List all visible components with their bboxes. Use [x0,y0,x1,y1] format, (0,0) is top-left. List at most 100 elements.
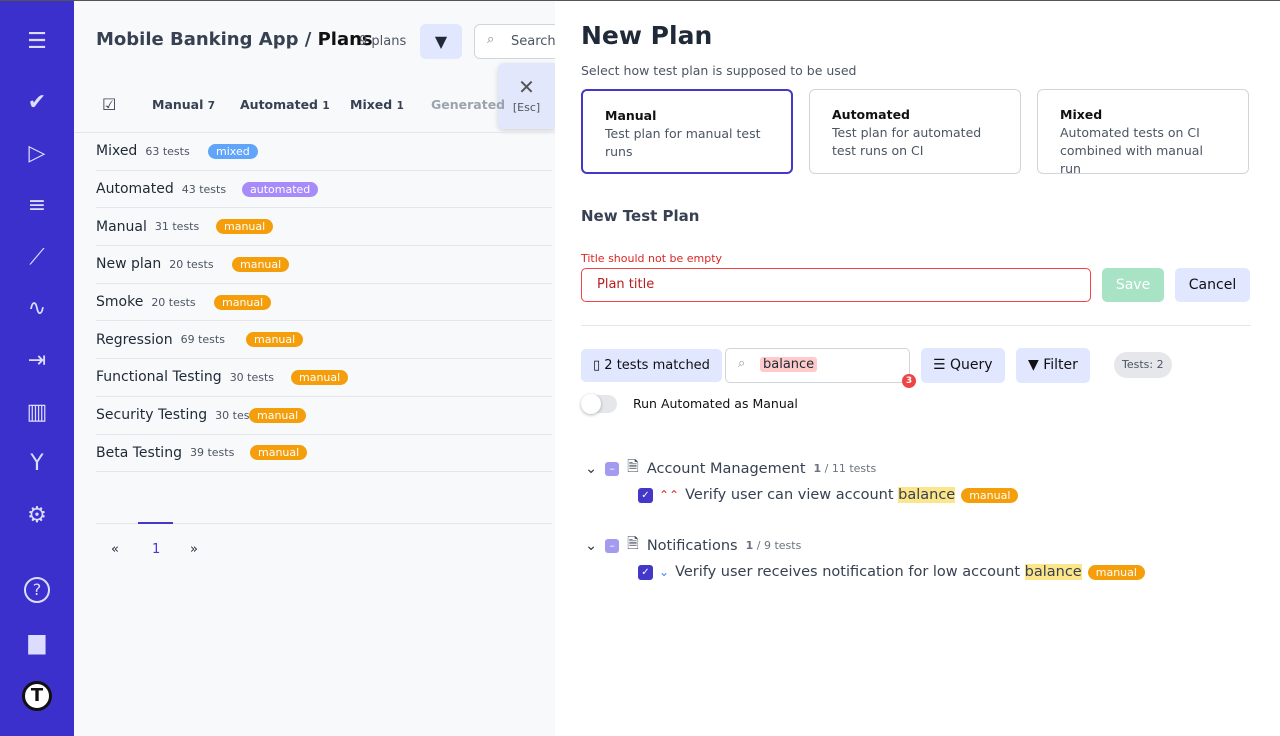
plan-type-badge: automated [242,181,319,197]
tests-search-input[interactable]: ⌕ balance [725,348,910,383]
branch-icon[interactable]: Y [30,451,44,476]
suite-checkbox[interactable]: – [605,461,620,476]
plan-name: Manual [96,218,147,235]
file-check-icon: 🗎 [627,459,639,475]
plan-test-count: 43 tests [181,182,227,196]
plan-name: Functional Testing [96,369,222,386]
plans-count: 9 plans [359,34,407,49]
chart-icon[interactable]: ▥ [26,400,48,425]
cancel-button[interactable]: Cancel [1175,268,1250,302]
menu-icon[interactable]: ☰ [27,29,47,54]
import-icon[interactable]: ⇥ [27,348,47,373]
search-icon: ⌕ [738,356,746,371]
plan-name: New plan [96,256,162,273]
pulse-icon[interactable]: ∿ [27,296,47,321]
play-icon[interactable]: ▷ [28,141,46,166]
priority-low-icon: ⌄ [659,565,670,579]
section-title: New Test Plan [581,207,700,225]
plan-name: Smoke [96,294,144,311]
tab-generated[interactable]: Generated [431,97,506,112]
file-check-icon: 🗎 [627,536,639,552]
test-checkbox[interactable]: ✓ [638,487,653,503]
prev-page-button[interactable]: « [111,542,119,557]
filter-tests-button[interactable]: ▼ Filter [1016,348,1090,383]
test-item[interactable]: ✓ ⌄ Verify user receives notification for… [638,564,1145,580]
tab-mixed[interactable]: Mixed 1 [350,97,404,112]
breadcrumb-project[interactable]: Mobile Banking App [96,29,299,50]
plan-test-count: 30 tests [215,408,260,422]
chevron-down-icon[interactable]: ⌄ [585,537,598,554]
priority-high-icon: ⌃⌃ [659,488,680,502]
toggle-label: Run Automated as Manual [633,396,798,411]
page-1-button[interactable]: 1 [152,542,161,557]
run-automated-toggle[interactable] [581,394,617,414]
folder-icon[interactable]: ▆ [28,630,46,655]
plan-row[interactable]: Automated 43 tests automated [96,171,552,209]
sliders-icon: ☰ [933,357,946,373]
plan-name: Regression [96,331,173,348]
gear-icon[interactable]: ⚙ [27,503,47,528]
plan-test-count: 63 tests [145,144,190,158]
test-item[interactable]: ✓ ⌃⌃ Verify user can view account balance… [638,487,1019,503]
save-button[interactable]: Save [1102,268,1164,302]
page-title: Plans [317,29,373,50]
check-icon[interactable]: ✔ [27,90,47,115]
plan-type-badge: manual [214,294,272,310]
plan-row[interactable]: Smoke 20 tests manual [96,284,552,322]
plan-type-badge: manual [246,332,304,348]
query-button[interactable]: ☰ Query [921,348,1005,383]
plan-type-badge: manual [232,256,290,272]
test-checkbox[interactable]: ✓ [638,564,653,580]
filter-button[interactable]: ▼ [420,24,462,59]
breadcrumb-separator: / [304,29,312,50]
sidebar: ☰ ✔ ▷ ≡ ⟋ ∿ ⇥ ▥ Y ⚙ ? ▆ T [0,1,74,736]
plan-name: Automated [96,181,174,198]
steps-icon[interactable]: ⟋ [29,245,45,270]
logo-icon[interactable]: T [22,681,52,711]
breadcrumb: Mobile Banking App / Plans [96,29,373,50]
search-icon: ⌕ [487,32,495,47]
esc-label: [Esc] [512,101,541,114]
plan-type-badge: manual [216,219,274,235]
plan-test-count: 31 tests [154,220,200,234]
plans-panel: Mobile Banking App / Plans 9 plans ▼ ⌕ Se… [74,1,564,736]
plan-name: Security Testing [96,407,208,424]
help-icon[interactable]: ? [24,577,50,603]
next-page-button[interactable]: » [190,542,198,557]
plan-type-badge: manual [291,369,349,385]
select-all-icon[interactable]: ☑ [102,95,117,114]
type-badge: manual [1087,564,1145,580]
plan-type-badge: manual [249,407,307,423]
plan-row[interactable]: Security Testing 30 tests manual [96,397,552,435]
plan-type-badge: mixed [208,143,258,159]
pagination: « 1 » [96,522,552,557]
search-input[interactable]: ⌕ Search [474,24,564,59]
tests-matched-button[interactable]: ▯ 2 tests matched [581,349,722,382]
form-subtitle: Select how test plan is supposed to be u… [581,63,857,78]
plan-row[interactable]: New plan 20 tests manual [96,246,552,284]
tab-manual[interactable]: Manual 7 [152,97,216,112]
plan-test-count: 20 tests [169,257,214,271]
title-error: Title should not be empty [581,252,723,265]
type-card-manual[interactable]: Manual Test plan for manual test runs [581,89,793,174]
type-card-automated[interactable]: Automated Test plan for automated test ru… [809,89,1021,174]
type-card-mixed[interactable]: Mixed Automated tests on CI combined with… [1037,89,1249,176]
plan-title-input[interactable]: Plan title [581,268,1091,302]
suite-checkbox[interactable]: – [605,538,620,553]
plan-row[interactable]: Manual 31 tests manual [96,208,552,247]
filter-icon: ▼ [434,32,448,51]
tab-automated[interactable]: Automated 1 [240,97,330,112]
close-icon: ✕ [518,75,535,99]
checklist-icon[interactable]: ≡ [27,193,47,218]
chevron-down-icon[interactable]: ⌄ [585,460,598,477]
plan-row[interactable]: Functional Testing 30 tests manual [96,359,552,397]
close-button[interactable]: ✕ [Esc] [498,63,555,129]
plan-test-count: 30 tests [229,370,275,384]
plan-row[interactable]: Beta Testing 39 tests manual [96,435,552,473]
plan-row[interactable]: Regression 69 tests manual [96,321,552,360]
plan-test-count: 69 tests [180,333,225,347]
plan-test-count: 39 tests [189,446,235,460]
plan-row[interactable]: Mixed 63 tests mixed [96,133,552,171]
form-title: New Plan [581,21,713,50]
search-count-badge: 3 [902,374,916,388]
